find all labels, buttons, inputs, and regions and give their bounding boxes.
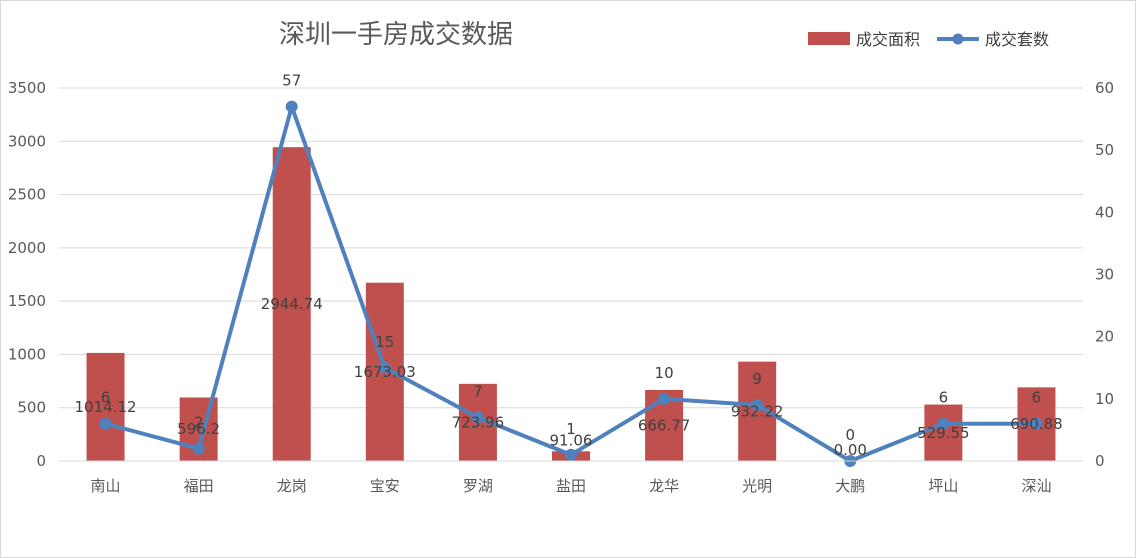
- y-left-tick-label: 1000: [8, 345, 46, 363]
- x-tick-label: 大鹏: [835, 477, 865, 495]
- legend: 成交面积 成交套数: [808, 30, 1049, 49]
- line-point: [937, 417, 950, 430]
- x-tick-label: 盐田: [556, 477, 586, 495]
- line-data-label: 1: [566, 420, 576, 438]
- x-tick-label: 福田: [184, 477, 214, 495]
- bar-data-label: 2944.74: [261, 295, 323, 313]
- y-axis-left: 0 500 1000 1500 2000 2500 3000 3500: [8, 79, 46, 470]
- line-point: [751, 399, 764, 412]
- bar: [272, 147, 311, 461]
- bar-data-label: 0.00: [834, 441, 867, 459]
- data-labels: 1014.12596.22944.741673.03723.9691.06666…: [75, 72, 1063, 459]
- line-data-label: 15: [375, 333, 394, 351]
- line-data-label: 7: [473, 382, 483, 400]
- bar: [86, 352, 125, 461]
- chart-title: 深圳一手房成交数据: [279, 20, 513, 50]
- y-left-tick-label: 2000: [8, 239, 46, 257]
- y-left-tick-label: 2500: [8, 186, 46, 204]
- y-left-tick-label: 1500: [8, 292, 46, 310]
- bar-data-label: 1673.03: [354, 363, 416, 381]
- bar-data-label: 690.88: [1010, 415, 1063, 433]
- y-right-tick-label: 50: [1095, 141, 1114, 159]
- bar-data-label: 529.55: [917, 424, 970, 442]
- line-point: [1030, 417, 1043, 430]
- line-point: [658, 392, 671, 405]
- line-data-label: 0: [845, 426, 855, 444]
- y-left-tick-label: 0: [36, 452, 46, 470]
- gridlines: [59, 87, 1083, 409]
- line-point: [192, 442, 205, 455]
- y-left-tick-label: 3500: [8, 79, 46, 97]
- line-data-label: 57: [282, 72, 301, 90]
- x-tick-label: 龙华: [649, 477, 679, 495]
- line-data-label: 6: [939, 389, 949, 407]
- line-data-label: 9: [752, 370, 762, 388]
- y-left-tick-label: 500: [17, 399, 46, 417]
- y-right-tick-label: 20: [1095, 328, 1114, 346]
- y-right-tick-label: 30: [1095, 266, 1114, 284]
- bar-data-label: 596.2: [177, 420, 220, 438]
- line-data-label: 6: [101, 389, 111, 407]
- legend-bar-swatch: [808, 32, 850, 45]
- x-tick-label: 宝安: [370, 477, 400, 495]
- x-tick-label: 罗湖: [463, 477, 493, 495]
- y-right-tick-label: 60: [1095, 79, 1114, 97]
- y-right-tick-label: 10: [1095, 390, 1114, 408]
- x-tick-label: 坪山: [928, 477, 958, 495]
- bar-data-label: 91.06: [550, 431, 593, 449]
- line-point: [378, 361, 391, 374]
- line-point: [471, 411, 484, 424]
- bar: [924, 404, 963, 461]
- count-line: [99, 100, 1043, 467]
- line-data-label: 6: [1032, 389, 1042, 407]
- x-tick-label: 深汕: [1021, 477, 1051, 495]
- bar-data-label: 932.22: [731, 402, 784, 420]
- line-data-label: 10: [655, 364, 674, 382]
- x-tick-label: 光明: [742, 477, 772, 495]
- line-point: [285, 100, 298, 113]
- legend-label-count: 成交套数: [985, 30, 1049, 49]
- bar-data-label: 723.96: [452, 413, 505, 431]
- line-data-label: 2: [194, 414, 204, 432]
- legend-label-area: 成交面积: [856, 30, 920, 49]
- x-axis: 南山 福田 龙岗 宝安 罗湖 盐田 龙华 光明 大鹏 坪山 深汕: [59, 460, 1083, 495]
- y-right-tick-label: 0: [1095, 452, 1105, 470]
- y-left-tick-label: 3000: [8, 132, 46, 150]
- bar-data-label: 1014.12: [75, 398, 137, 416]
- bar-data-label: 666.77: [638, 416, 691, 434]
- line-point: [99, 417, 112, 430]
- x-tick-label: 南山: [91, 477, 121, 495]
- y-axis-right: 0 10 20 30 40 50 60: [1095, 79, 1114, 470]
- x-tick-label: 龙岗: [277, 477, 307, 495]
- legend-line-marker: [952, 33, 964, 45]
- y-right-tick-label: 40: [1095, 203, 1114, 221]
- line-point: [565, 448, 577, 461]
